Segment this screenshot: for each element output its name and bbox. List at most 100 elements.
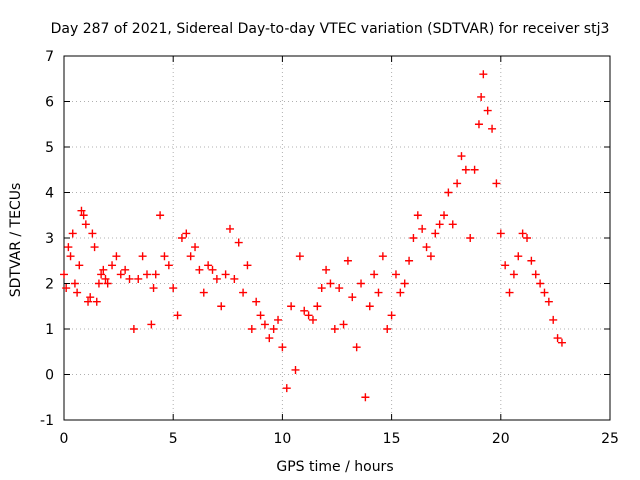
data-point [230,274,239,283]
y-tick-label: -1 [40,413,54,429]
data-point [396,288,405,297]
data-point [448,220,457,229]
data-point [195,265,204,274]
data-point [477,92,486,101]
data-point [75,261,84,270]
data-point [553,334,562,343]
data-point [101,274,110,283]
data-point [234,238,243,247]
data-point [125,274,134,283]
data-point [191,243,200,252]
data-point [70,279,79,288]
data-point [151,270,160,279]
data-point [252,297,261,306]
axis-ticks [63,55,611,421]
data-point [212,274,221,283]
data-point [330,325,339,333]
data-point [326,279,335,288]
data-point [164,261,173,270]
data-point [121,265,130,274]
data-point [357,279,366,288]
data-point [518,229,527,238]
data-point [365,302,374,311]
data-point [322,265,331,274]
data-point [112,252,121,261]
data-point [287,302,296,311]
data-point [457,152,466,161]
y-tick-label: 4 [45,186,54,202]
data-point [405,256,414,265]
data-point [62,284,71,293]
data-point [77,206,86,215]
data-point [134,274,143,283]
data-point [90,243,99,252]
data-point [509,270,518,279]
data-point [300,306,309,315]
data-point [243,261,252,270]
data-point [492,179,501,188]
x-tick-label: 20 [492,431,510,447]
x-tick-label: 25 [601,431,619,447]
data-point [531,270,540,279]
chart-title: Day 287 of 2021, Sidereal Day-to-day VTE… [51,21,610,37]
data-point [173,311,182,320]
data-point [409,234,418,242]
data-point [488,124,497,133]
y-tick-label: 3 [45,231,54,247]
data-point [182,229,191,238]
data-point [160,252,169,261]
data-point [81,220,90,229]
y-tick-label: 2 [45,277,54,293]
data-point [147,320,156,329]
data-point [496,229,505,238]
data-point [426,252,435,261]
data-point [549,315,558,324]
data-point [169,284,178,293]
data-point [514,252,523,261]
data-point [370,270,379,279]
data-point [177,234,186,242]
data-point [544,297,553,306]
data-point [474,120,483,129]
data-point [204,261,213,270]
y-tick-label: 1 [45,322,54,338]
data-point [291,365,300,374]
x-axis-label: GPS time / hours [276,459,393,475]
data-point [97,270,106,279]
data-point [208,265,217,274]
data-point [378,252,387,261]
data-point [308,315,317,324]
data-point [348,293,357,302]
data-point [470,165,479,174]
data-point [282,384,291,393]
data-point [149,284,158,293]
data-point [94,279,103,288]
data-point [501,261,510,270]
data-point [400,279,409,288]
data-point [335,284,344,293]
data-point [221,270,230,279]
x-tick-labels: 0 5 10 15 20 25 [60,431,619,447]
data-point [108,261,117,270]
y-tick-label: 6 [45,95,54,111]
data-point [557,338,566,347]
data-point [444,188,453,197]
data-point [505,288,514,297]
data-point [343,256,352,265]
y-tick-label: 0 [45,368,54,384]
data-point [540,288,549,297]
data-point [265,334,274,343]
data-point [413,211,422,220]
data-point [431,229,440,238]
data-point [199,288,208,297]
data-point [225,224,234,233]
y-axis-label: SDTVAR / TECUs [8,183,24,298]
data-point [391,270,400,279]
y-tick-label: 5 [45,140,54,156]
data-point [66,252,75,261]
data-point [523,234,532,242]
x-tick-label: 15 [383,431,401,447]
data-point [269,325,278,333]
data-point [317,284,326,293]
data-point [84,297,93,306]
